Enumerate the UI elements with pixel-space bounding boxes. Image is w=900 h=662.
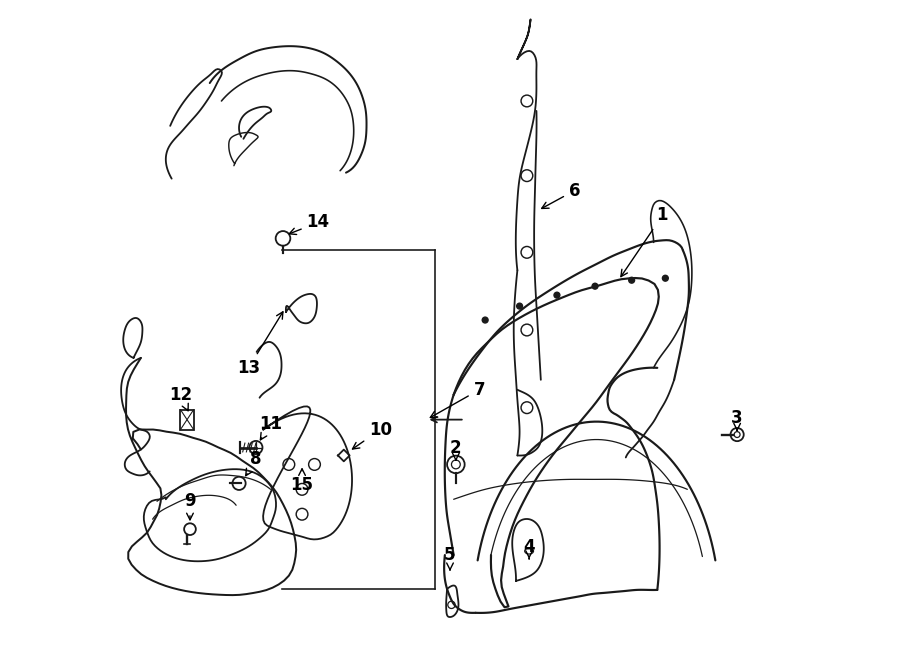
Circle shape — [662, 275, 669, 281]
Circle shape — [592, 283, 598, 289]
Text: 1: 1 — [621, 207, 668, 277]
Text: 7: 7 — [430, 381, 485, 418]
Text: 9: 9 — [184, 493, 196, 520]
Text: 3: 3 — [732, 408, 742, 430]
Text: 15: 15 — [291, 469, 313, 495]
Text: 4: 4 — [523, 538, 535, 559]
Text: 5: 5 — [445, 546, 455, 570]
Circle shape — [517, 303, 523, 309]
Text: 10: 10 — [353, 420, 392, 449]
Text: 11: 11 — [259, 414, 282, 440]
Circle shape — [554, 292, 560, 298]
Circle shape — [482, 317, 488, 323]
FancyBboxPatch shape — [181, 410, 194, 430]
Text: 13: 13 — [237, 312, 283, 377]
Circle shape — [629, 277, 634, 283]
Text: 8: 8 — [246, 450, 262, 476]
Text: 12: 12 — [169, 386, 192, 410]
Text: 2: 2 — [450, 438, 462, 460]
Text: 14: 14 — [289, 213, 329, 234]
Text: 6: 6 — [542, 181, 580, 209]
